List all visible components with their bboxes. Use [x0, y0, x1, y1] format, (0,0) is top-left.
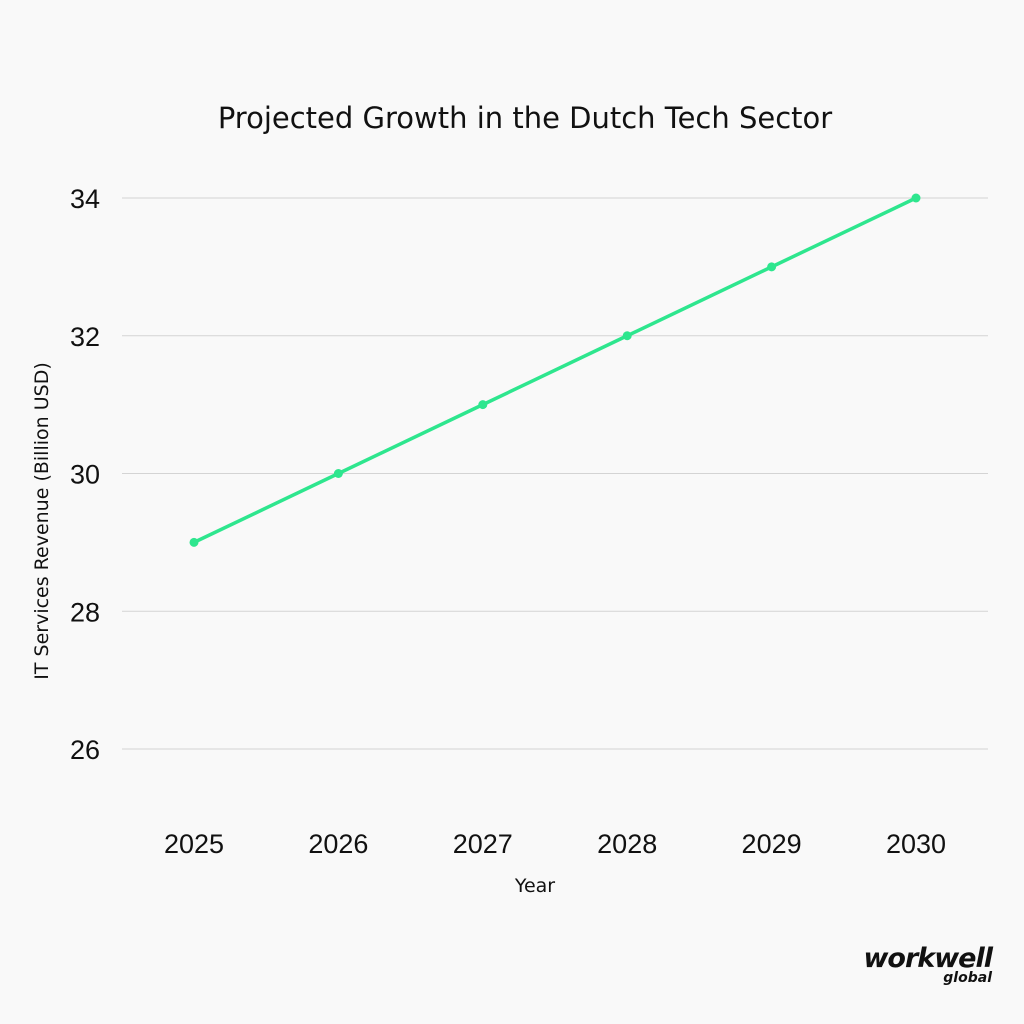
x-tick-label: 2027 [453, 829, 513, 859]
y-axis-label: IT Services Revenue (Billion USD) [31, 362, 53, 679]
x-axis-label: Year [514, 875, 555, 897]
y-tick-labels: 26 28 30 32 34 [70, 184, 100, 765]
y-tick-label: 28 [70, 597, 100, 627]
x-tick-label: 2030 [886, 829, 946, 859]
x-tick-label: 2028 [597, 829, 657, 859]
y-tick-label: 30 [70, 460, 100, 490]
x-tick-label: 2029 [742, 829, 802, 859]
y-tick-label: 32 [70, 322, 100, 352]
data-point [478, 400, 488, 410]
workwell-global-logo: workwell global [863, 943, 993, 987]
x-tick-label: 2026 [308, 829, 368, 859]
series-layer [189, 193, 921, 547]
x-tick-labels: 2025 2026 2027 2028 2029 2030 [164, 829, 946, 859]
x-tick-label: 2025 [164, 829, 224, 859]
data-point [189, 537, 199, 547]
y-tick-label: 34 [70, 184, 100, 214]
chart-title: Projected Growth in the Dutch Tech Secto… [218, 101, 832, 135]
logo-wordmark: workwell [863, 943, 993, 974]
data-point [622, 331, 632, 341]
y-tick-label: 26 [70, 735, 100, 765]
data-point [333, 469, 343, 478]
logo-subtitle: global [943, 970, 992, 986]
gridlines [122, 197, 988, 750]
data-point [911, 193, 921, 203]
data-point [767, 262, 777, 272]
series-line [193, 196, 917, 544]
